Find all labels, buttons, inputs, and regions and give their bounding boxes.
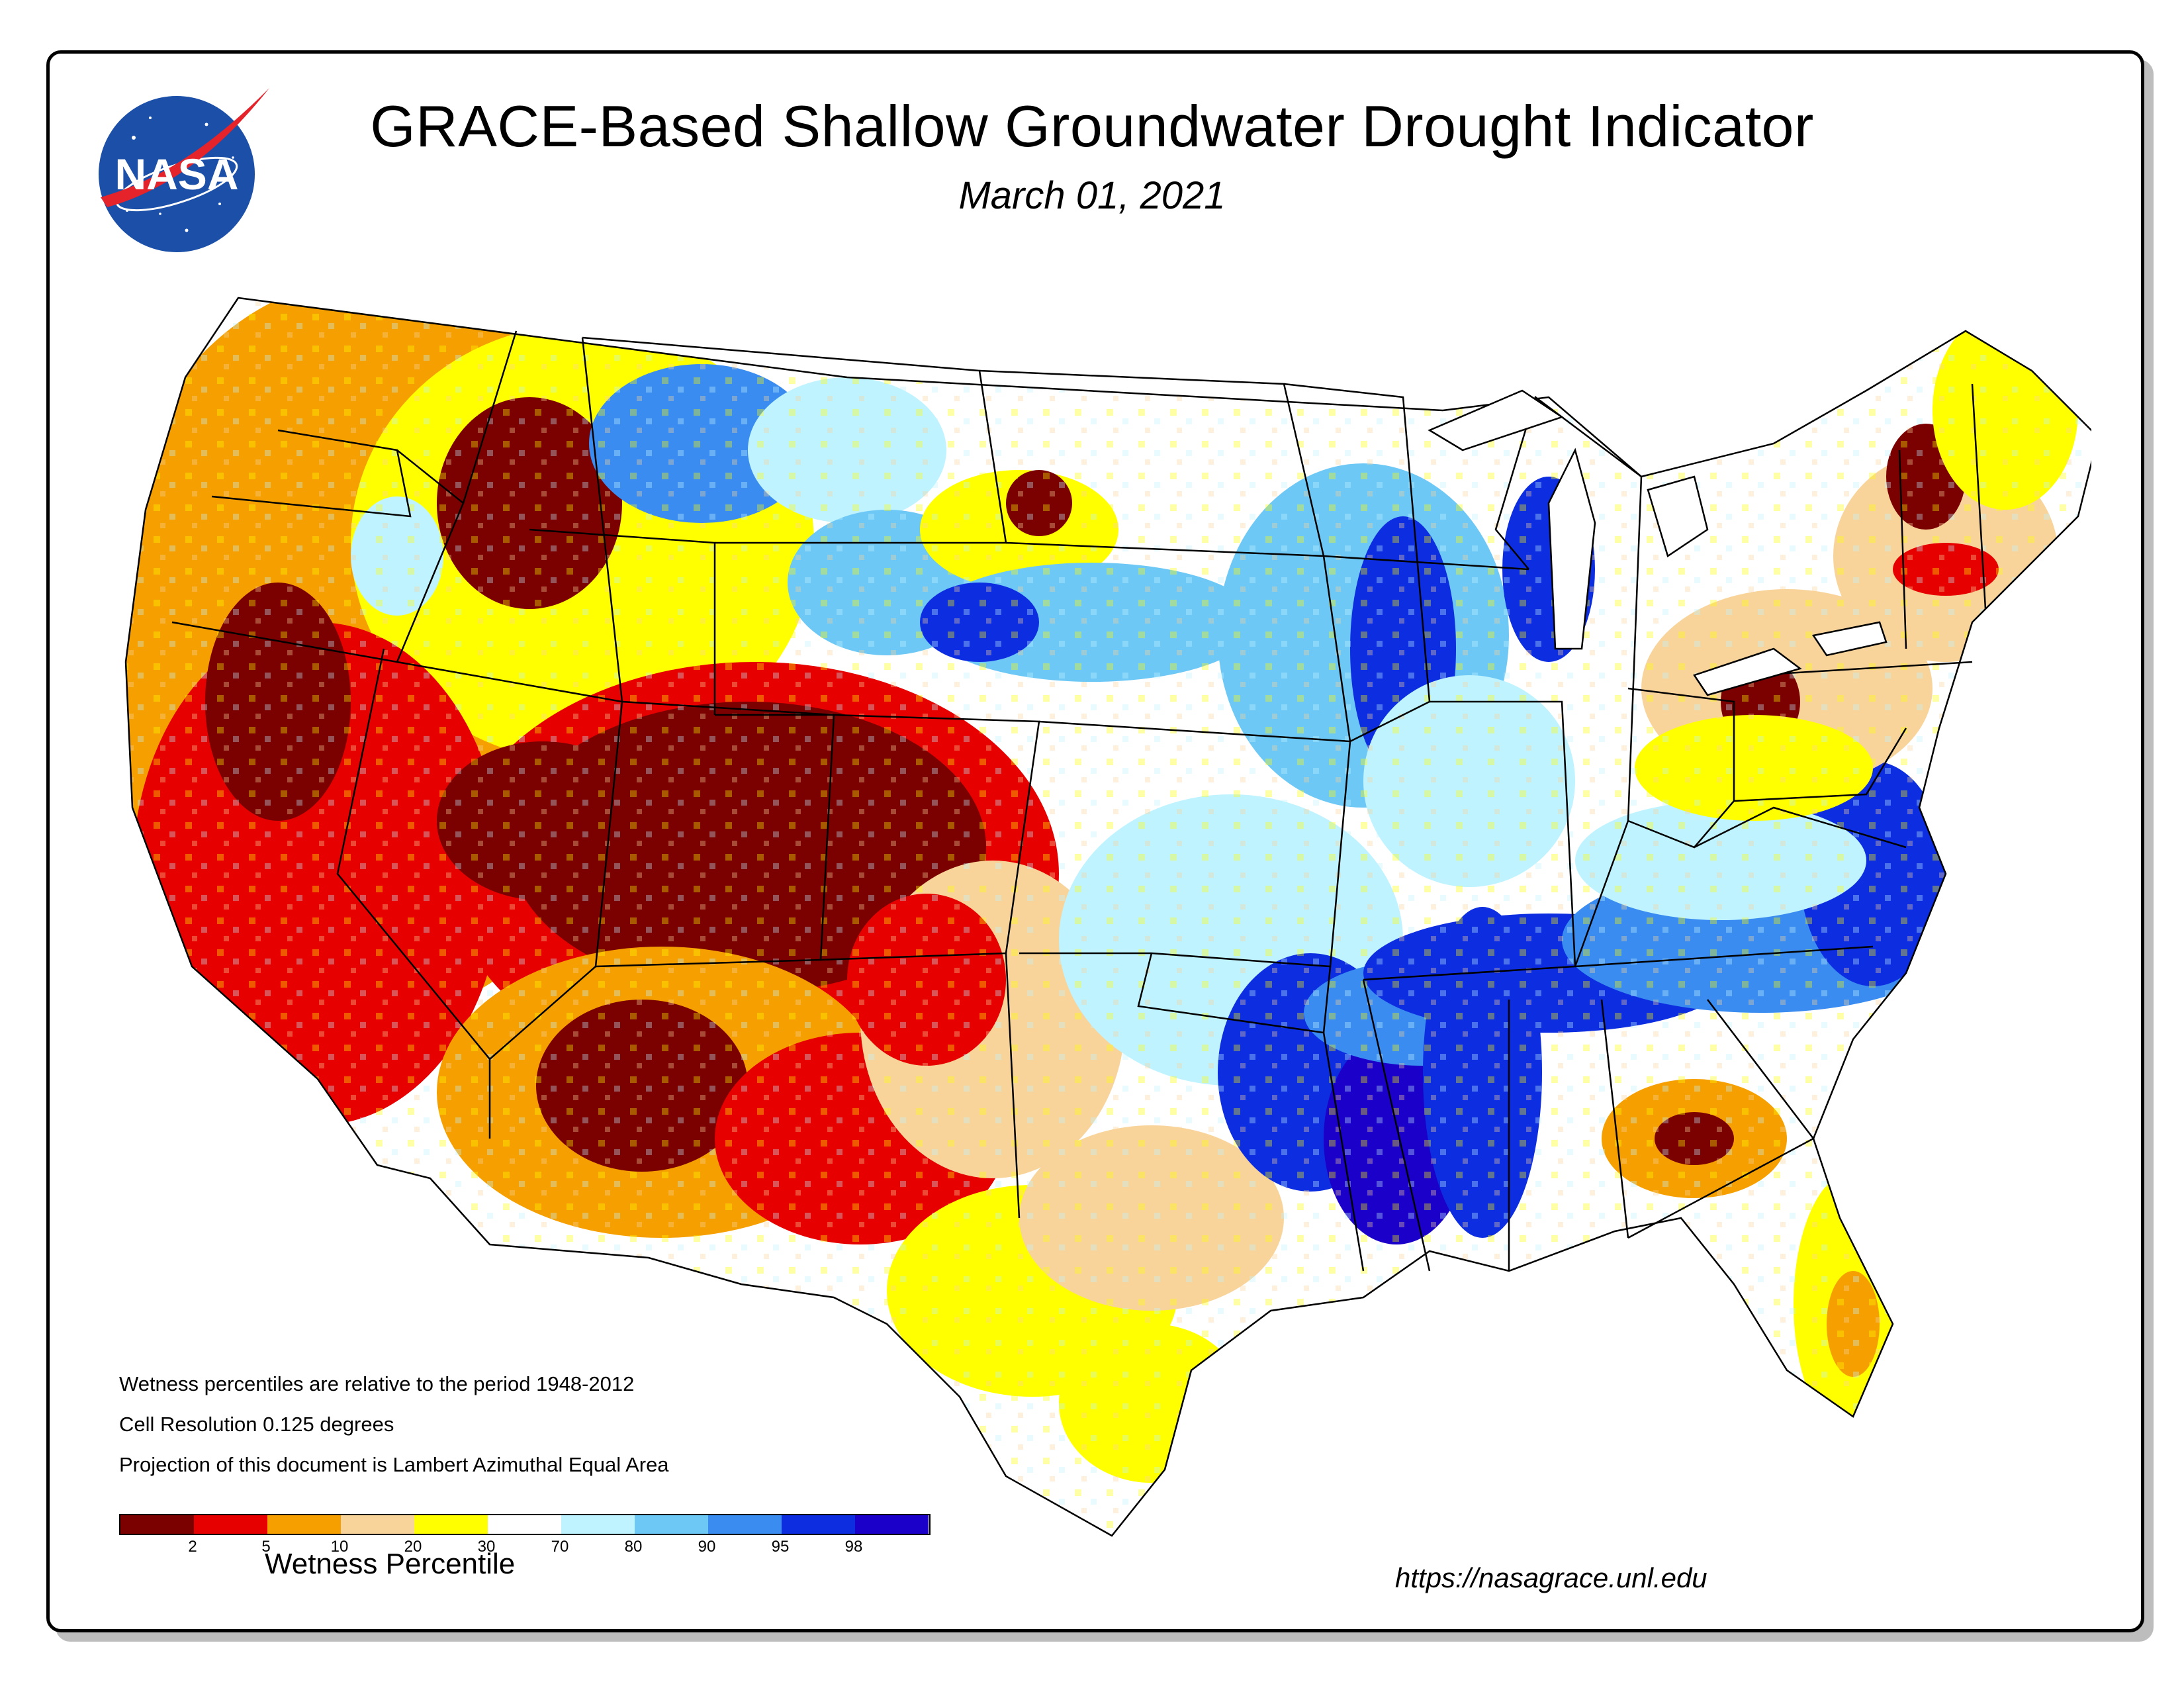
note-projection: Projection of this document is Lambert A… (119, 1453, 669, 1476)
legend-ticks: 2 5 10 20 30 70 80 90 95 98 (119, 1535, 928, 1562)
map-title: GRACE-Based Shallow Groundwater Drought … (370, 93, 1814, 159)
legend-tick-label: 98 (844, 1538, 863, 1556)
legend-swatch (708, 1515, 782, 1534)
legend-tick-label: 95 (771, 1538, 790, 1556)
legend-swatch (782, 1515, 855, 1534)
map-notes: Wetness percentiles are relative to the … (119, 1364, 669, 1485)
legend-swatch (635, 1515, 708, 1534)
map-date: March 01, 2021 (958, 174, 1226, 217)
legend-color-bar (119, 1514, 931, 1535)
note-period: Wetness percentiles are relative to the … (119, 1372, 635, 1395)
legend-swatch (561, 1515, 635, 1534)
color-legend: 2 5 10 20 30 70 80 90 95 98 (119, 1514, 931, 1562)
legend-swatch (120, 1515, 194, 1534)
nasa-logo: NASA (99, 88, 269, 252)
legend-tick-label: 20 (404, 1538, 422, 1556)
legend-tick-label: 30 (477, 1538, 496, 1556)
legend-tick-label: 5 (261, 1538, 271, 1556)
source-url: https://nasagrace.unl.edu (1395, 1562, 1707, 1593)
legend-tick-label: 10 (330, 1538, 349, 1556)
legend-tick-label: 2 (188, 1538, 197, 1556)
us-drought-map (124, 297, 2091, 1537)
legend-swatch (267, 1515, 341, 1534)
legend-title: Wetness Percentile (265, 1548, 516, 1580)
legend-swatch (855, 1515, 929, 1534)
legend-swatch (341, 1515, 414, 1534)
legend-swatch (194, 1515, 267, 1534)
legend-swatch (488, 1515, 561, 1534)
note-resolution: Cell Resolution 0.125 degrees (119, 1413, 394, 1436)
legend-swatch (414, 1515, 488, 1534)
legend-tick-label: 80 (624, 1538, 643, 1556)
legend-tick-label: 90 (698, 1538, 716, 1556)
nasa-logo-text: NASA (114, 150, 238, 199)
legend-tick-label: 70 (551, 1538, 569, 1556)
